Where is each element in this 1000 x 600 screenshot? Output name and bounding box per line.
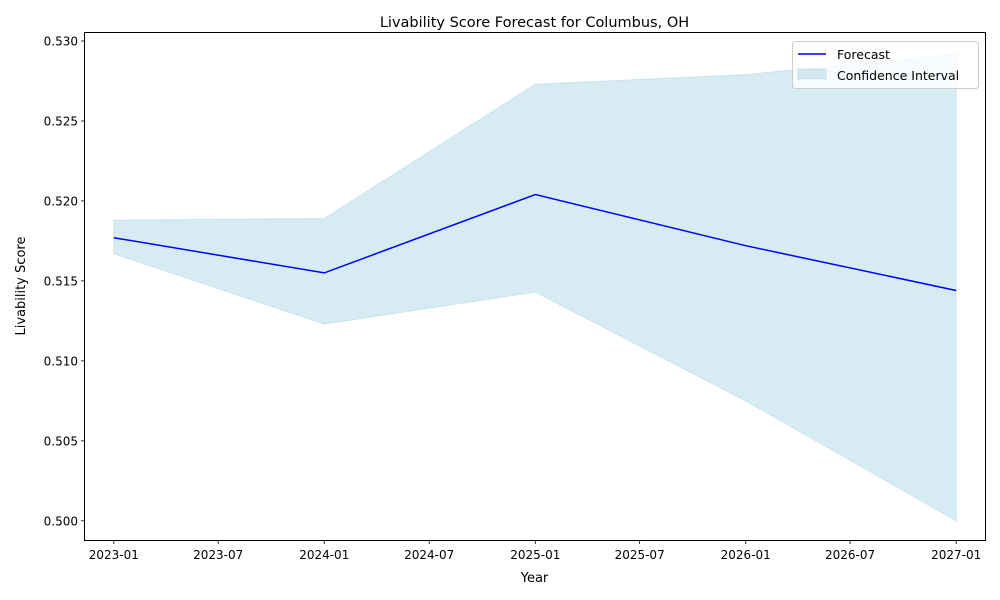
x-tick-label: 2025-01 [510,548,560,562]
chart-title: Livability Score Forecast for Columbus, … [380,15,689,31]
x-tick-label: 2025-07 [615,548,665,562]
x-tick-label: 2024-07 [404,548,454,562]
x-tick-label: 2026-07 [825,548,875,562]
y-tick-label: 0.510 [44,354,78,368]
x-axis: 2023-01 2023-07 2024-01 2024-07 2025-01 2025-… [89,540,981,562]
y-tick-label: 0.525 [44,114,78,128]
legend: Forecast Confidence Interval [792,41,979,89]
y-tick-label: 0.520 [44,194,78,208]
x-tick-label: 2024-01 [299,548,349,562]
confidence-band-layer [113,53,957,522]
y-tick-label: 0.530 [44,34,78,48]
forecast-line-layer [113,193,957,292]
x-tick-label: 2026-01 [721,548,771,562]
legend-box [792,41,979,89]
y-tick-label: 0.515 [44,274,78,288]
legend-confidence-interval-label: Confidence Interval [837,68,959,83]
y-tick-label: 0.500 [44,514,78,528]
forecast-line [113,193,957,292]
x-tick-label: 2027-01 [931,548,981,562]
legend-confidence-interval-swatch [797,68,827,80]
y-axis-label: Livability Score [14,237,29,336]
y-tick-label: 0.505 [44,434,78,448]
x-tick-label: 2023-01 [89,548,139,562]
legend-forecast-label: Forecast [837,47,890,62]
confidence-interval-band [113,53,957,522]
x-tick-label: 2023-07 [193,548,243,562]
y-axis: 0.500 0.505 0.510 0.515 0.520 0.525 0.530 [44,34,85,528]
x-axis-label: Year [520,571,549,586]
